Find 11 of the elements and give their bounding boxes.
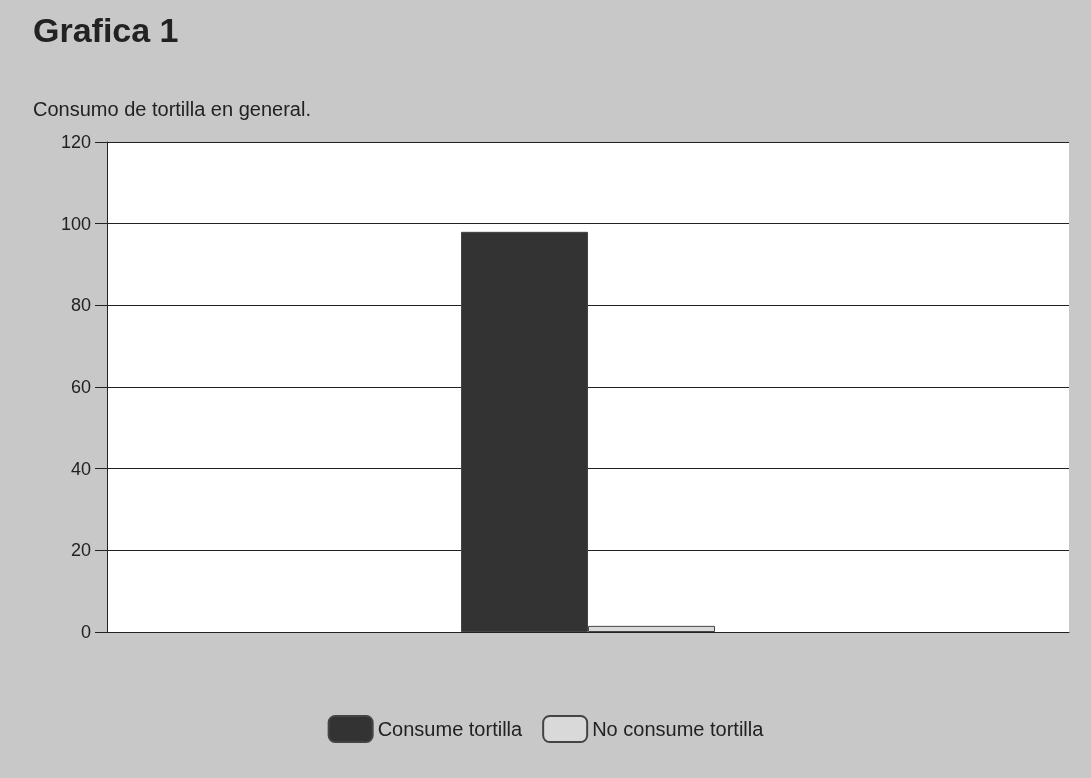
y-tick-label: 0: [80, 622, 91, 642]
chart-subtitle: Consumo de tortilla en general.: [33, 98, 311, 120]
y-tick-label: 120: [60, 132, 91, 152]
legend-label: No consume tortilla: [592, 718, 765, 740]
y-tick-label: 100: [60, 213, 91, 234]
chart-title: Grafica 1: [33, 11, 179, 49]
y-tick-label: 60: [70, 377, 91, 397]
y-tick-label: 20: [70, 540, 91, 561]
y-tick-label: 80: [70, 295, 91, 316]
y-tick-label: 40: [70, 458, 91, 479]
legend-label: Consume tortilla: [377, 718, 524, 740]
